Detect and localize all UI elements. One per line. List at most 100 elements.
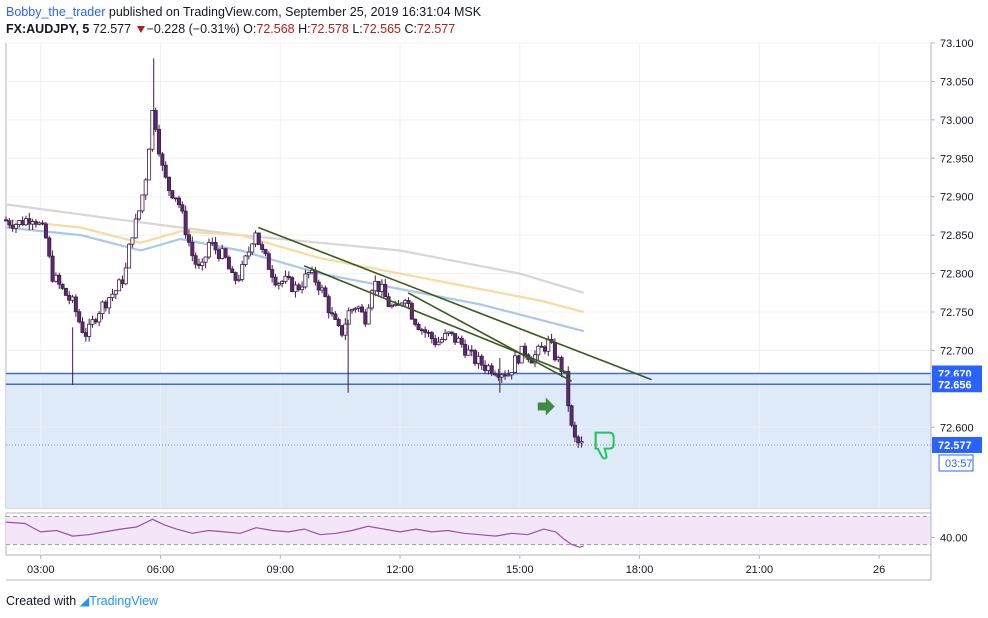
- candle-down: [120, 279, 125, 285]
- candle-down: [213, 242, 218, 251]
- candle-down: [193, 255, 198, 265]
- candle-down: [167, 176, 172, 192]
- candle-up: [13, 224, 18, 229]
- x-tick-label: 26: [873, 564, 885, 576]
- candle-up: [486, 365, 491, 371]
- candle-down: [223, 248, 228, 258]
- candle-up: [403, 300, 408, 304]
- candle-up: [509, 372, 514, 376]
- candle-down: [176, 197, 181, 206]
- rsi-line: [5, 518, 584, 548]
- candle-down: [173, 197, 178, 200]
- candle-up: [210, 242, 215, 244]
- candle-down: [57, 274, 62, 285]
- candle-up: [203, 256, 208, 263]
- candle-down: [93, 319, 98, 323]
- candle-up: [356, 306, 361, 309]
- x-tick-label: 18:00: [626, 564, 654, 576]
- candle-down: [433, 338, 438, 346]
- candle-up: [127, 243, 132, 269]
- candle-down: [273, 276, 278, 286]
- candle-down: [256, 232, 261, 246]
- candle-up: [536, 345, 541, 356]
- high-label: H:: [298, 22, 311, 36]
- candle-down: [40, 222, 45, 225]
- candle-down: [416, 324, 421, 331]
- candle-down: [453, 333, 458, 343]
- trendline: [258, 226, 652, 381]
- candle-up: [110, 293, 115, 299]
- candle-up: [276, 283, 281, 286]
- price-change: −0.228 (−0.31%): [146, 22, 240, 36]
- candle-down: [503, 374, 508, 377]
- candle-down: [83, 332, 88, 337]
- candle-down: [186, 234, 191, 243]
- candle-up: [97, 313, 102, 323]
- candle-up: [246, 251, 251, 257]
- candle-up: [137, 210, 142, 220]
- y-tick-label: 72.600: [940, 422, 974, 434]
- candle-down: [67, 295, 72, 301]
- candle-up: [113, 290, 118, 295]
- candle-down: [489, 365, 494, 375]
- candle-down: [290, 277, 295, 293]
- candle-up: [579, 441, 584, 444]
- candle-down: [542, 346, 547, 352]
- author-link[interactable]: Bobby_the_trader: [6, 5, 106, 19]
- candle-up: [443, 333, 448, 340]
- low-value: 72.565: [362, 22, 401, 36]
- candle-up: [379, 284, 384, 292]
- candle-down: [326, 296, 331, 314]
- candle-down: [63, 287, 68, 296]
- candle-down: [376, 280, 381, 292]
- candle-up: [240, 264, 245, 280]
- candle-up: [349, 309, 354, 312]
- candle-up: [389, 305, 394, 308]
- candle-up: [513, 355, 518, 373]
- candle-up: [353, 307, 358, 310]
- footer: Created with ◢TradingView: [6, 593, 158, 608]
- tradingview-brand[interactable]: TradingView: [89, 594, 159, 608]
- candle-up: [107, 297, 112, 309]
- candle-down: [153, 110, 158, 130]
- candle-down: [163, 164, 168, 178]
- created-with-text: Created with: [6, 594, 77, 608]
- candle-up: [546, 338, 551, 352]
- x-tick-label: 12:00: [386, 564, 414, 576]
- candle-up: [130, 237, 135, 245]
- candle-up: [506, 374, 511, 377]
- candle-down: [180, 204, 185, 212]
- y-tick-label: 72.800: [940, 269, 974, 281]
- candle-down: [406, 300, 411, 304]
- candle-up: [30, 221, 35, 225]
- candle-up: [556, 357, 561, 361]
- right-arrow-icon: [537, 397, 555, 416]
- price-label: 72.656: [938, 379, 972, 391]
- candle-up: [293, 284, 298, 293]
- countdown-box: [938, 454, 974, 472]
- candle-down: [469, 349, 474, 352]
- candle-down: [263, 249, 268, 255]
- candle-down: [27, 218, 32, 225]
- support-zone: [6, 373, 931, 508]
- candle-down: [296, 284, 301, 291]
- moving-average-orange: [5, 218, 584, 314]
- candle-up: [236, 278, 241, 281]
- candle-down: [459, 337, 464, 345]
- countdown-label: 03:57: [945, 458, 973, 470]
- candle-down: [552, 342, 557, 361]
- candle-down: [103, 301, 108, 309]
- candle-down: [77, 311, 82, 323]
- x-tick-label: 06:00: [147, 564, 175, 576]
- x-tick-label: 09:00: [267, 564, 295, 576]
- candle-down: [43, 223, 48, 239]
- candle-down: [409, 303, 414, 320]
- candle-up: [369, 290, 374, 309]
- candle-down: [539, 345, 544, 348]
- candle-down: [323, 287, 328, 298]
- candle-up: [206, 242, 211, 258]
- y-tick-label: 73.100: [940, 38, 974, 50]
- candle-up: [456, 337, 461, 343]
- candle-up: [250, 243, 255, 253]
